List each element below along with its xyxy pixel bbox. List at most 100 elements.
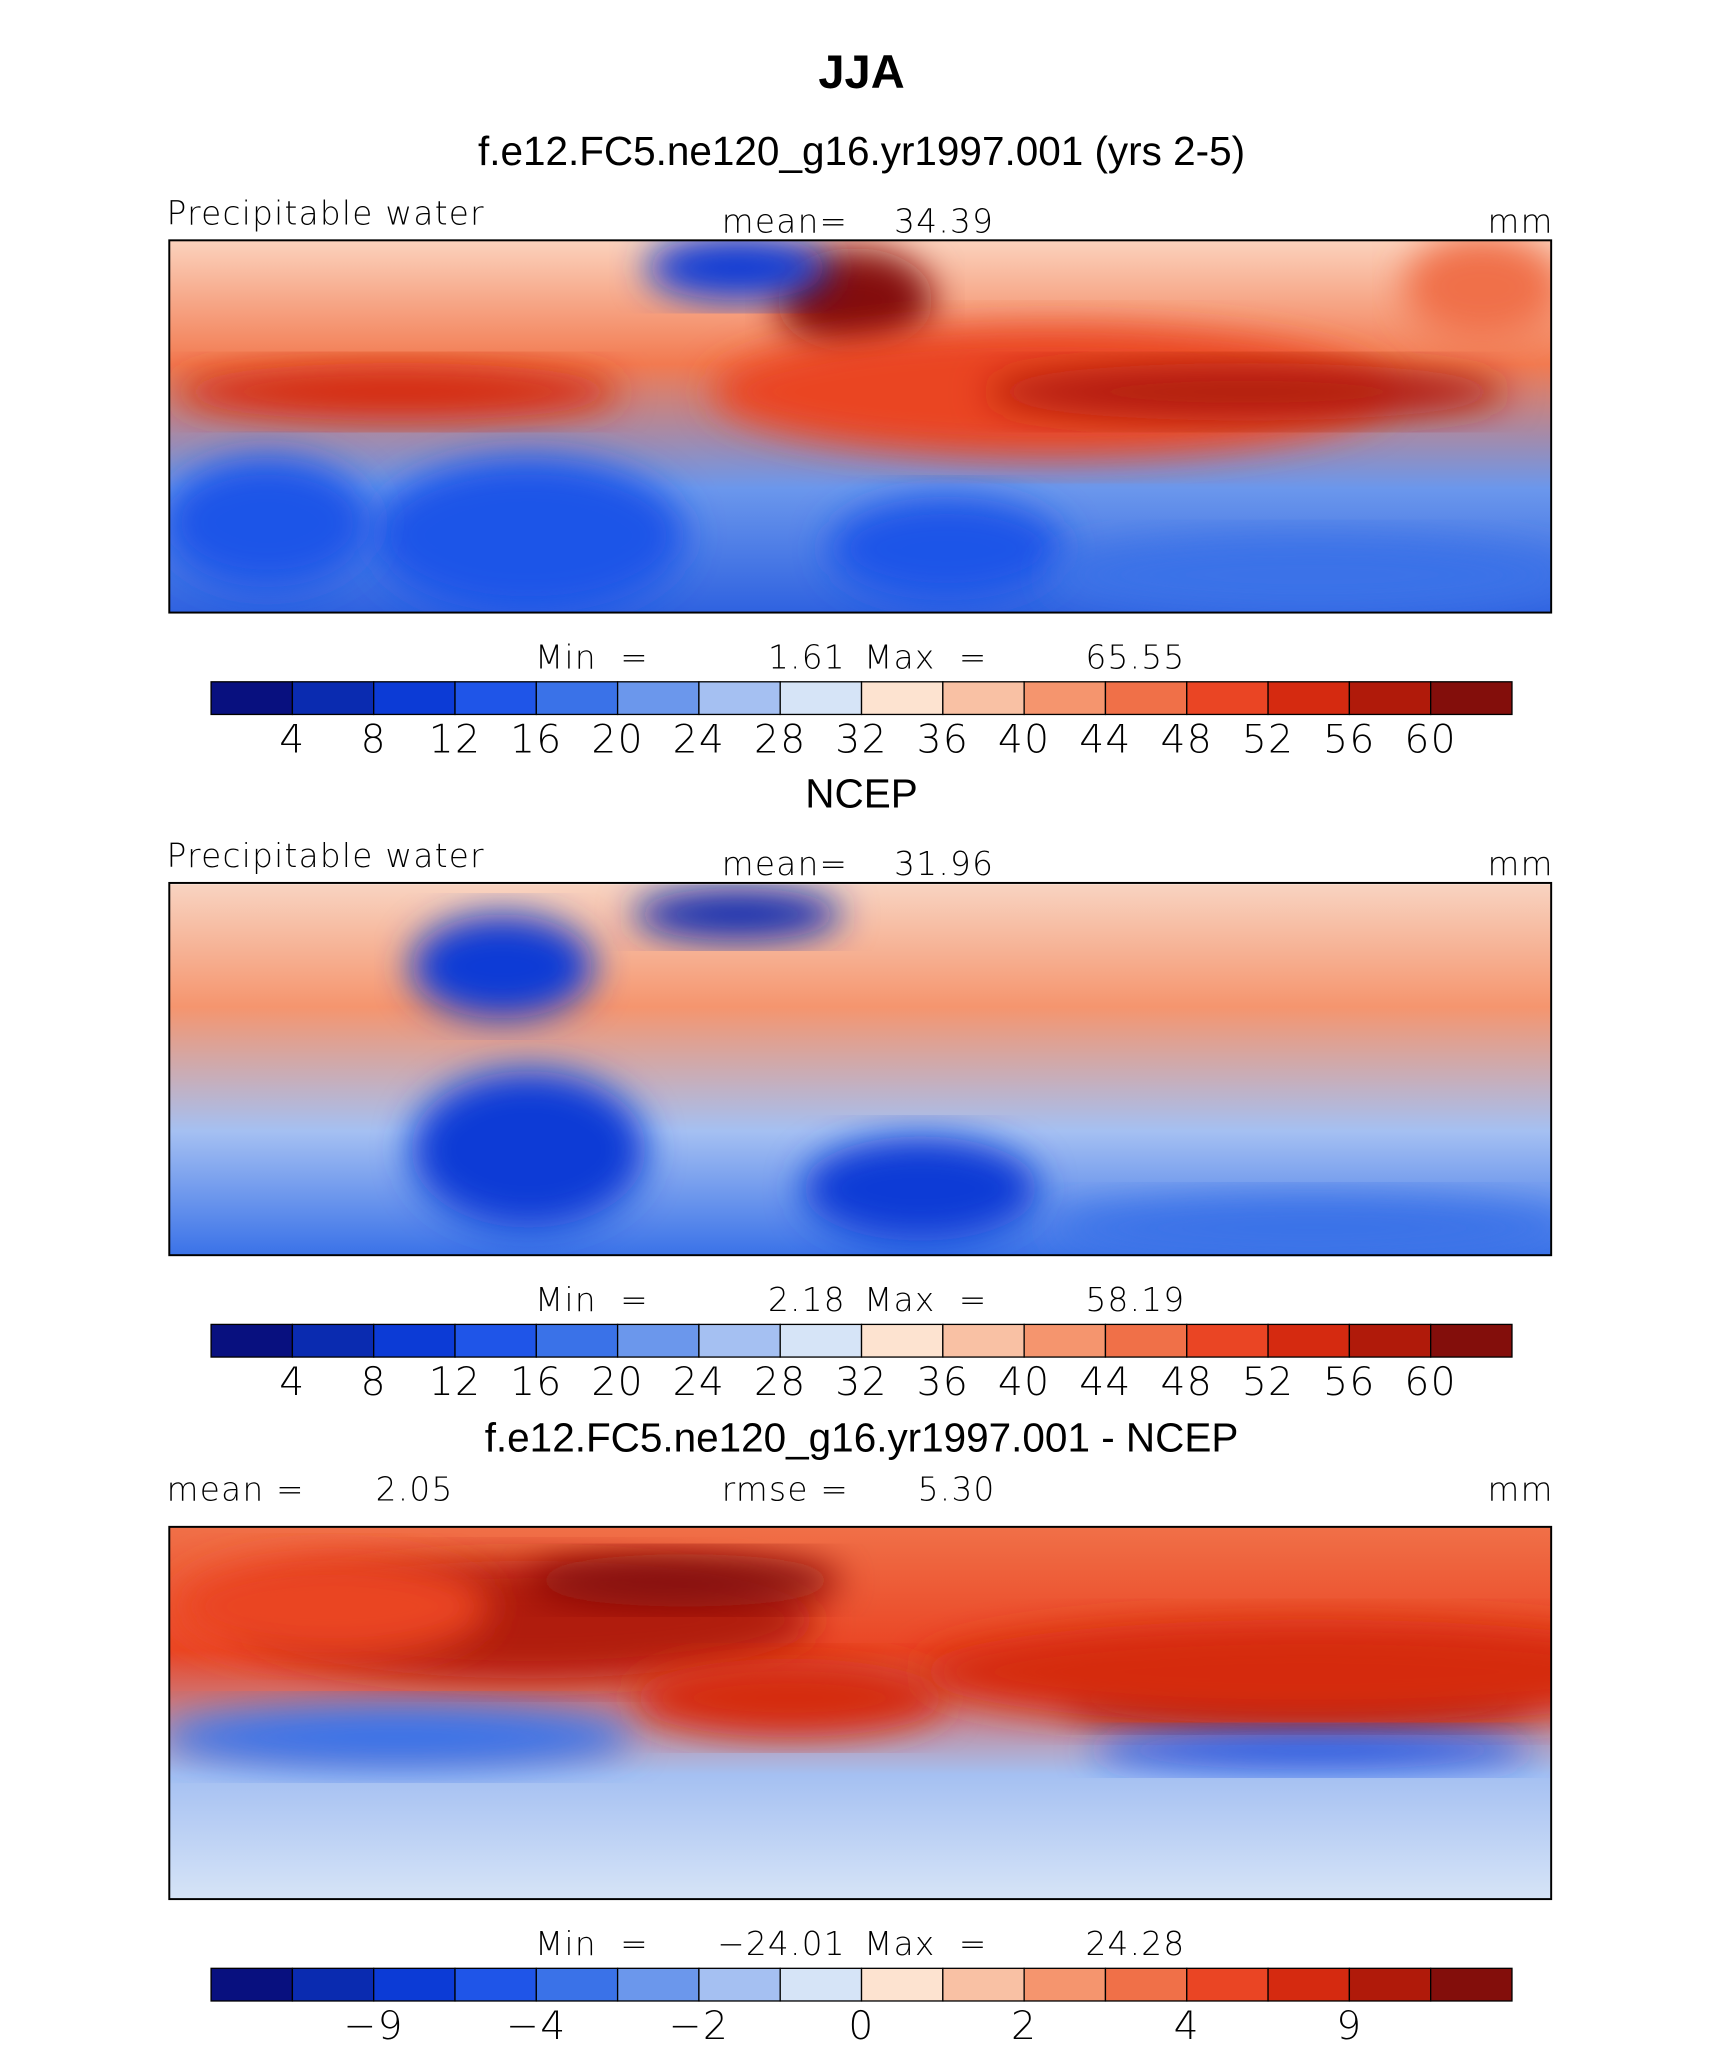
map-blob (646, 240, 829, 301)
colorbar-box (210, 681, 294, 716)
colorbar-label: 56 (1323, 717, 1375, 762)
center-label: rmse = (722, 1471, 849, 1509)
units: mm (1488, 202, 1554, 240)
colorbar-label: 40 (998, 717, 1050, 762)
min-value: −24.01 (717, 1925, 846, 1963)
panel-title: f.e12.FC5.ne120_g16.yr1997.001 - NCEP (485, 1414, 1239, 1460)
colorbar-box (291, 681, 375, 716)
min-value: 2.18 (768, 1281, 846, 1319)
colorbar-box (698, 1323, 781, 1358)
colorbar-box (535, 681, 619, 716)
max-label: Max = (864, 1281, 987, 1319)
colorbar-label: 28 (754, 1360, 806, 1405)
map-blob (175, 363, 620, 421)
colorbar-box (291, 1967, 375, 2002)
colorbar-label: 40 (998, 1360, 1050, 1405)
colorbar-box (454, 1967, 537, 2002)
left-label: Precipitable water (167, 195, 485, 233)
colorbar-box (1348, 1967, 1432, 2002)
colorbar-label: 20 (591, 1360, 643, 1405)
left-label: mean = (167, 1471, 305, 1509)
map-blob (1090, 1730, 1535, 1770)
colorbar-label: −2 (669, 2004, 729, 2048)
max-label: Max = (864, 1925, 987, 1963)
colorbar-label: 2 (1011, 2004, 1037, 2048)
map-blob (175, 1554, 490, 1659)
colorbar-label: 4 (279, 1360, 305, 1405)
colorbar-label: 56 (1323, 1360, 1375, 1405)
colorbar-label: 20 (591, 717, 643, 762)
colorbar-box (698, 681, 781, 716)
colorbar-label: 0 (848, 2004, 874, 2048)
colorbar-box (860, 681, 944, 716)
figure-title: JJA (818, 45, 904, 98)
colorbar-label: 48 (1161, 717, 1213, 762)
colorbar-label: 44 (1079, 717, 1131, 762)
map-frame (168, 239, 1553, 614)
colorbar-label: 24 (673, 717, 725, 762)
colorbar-box (1023, 1967, 1107, 2002)
map-blob (410, 1071, 647, 1228)
map-blob (802, 1136, 1038, 1241)
max-value: 65.55 (1085, 639, 1185, 677)
colorbar-box (1104, 681, 1188, 716)
map (169, 884, 1552, 1257)
colorbar-box (373, 1967, 456, 2002)
colorbar-label: 60 (1404, 1360, 1456, 1405)
map-blob (371, 457, 686, 613)
colorbar-box (698, 1967, 781, 2002)
map-blob (1050, 535, 1552, 613)
colorbar-label: 16 (510, 717, 562, 762)
colorbar-box (454, 681, 537, 716)
colorbar-box (1023, 1323, 1107, 1358)
colorbar-box (1348, 1323, 1432, 1358)
colorbar-label: 24 (673, 1360, 725, 1405)
map-blob (410, 914, 594, 1019)
colorbar-label: −4 (506, 2004, 566, 2048)
colorbar-box (1267, 681, 1351, 716)
map-blob (1403, 240, 1552, 340)
colorbar-box (1104, 1967, 1188, 2002)
panel-title: f.e12.FC5.ne120_g16.yr1997.001 (yrs 2-5) (478, 128, 1245, 174)
colorbar-label: 9 (1336, 2004, 1362, 2048)
colorbar-label: 36 (917, 1360, 969, 1405)
colorbar-box (1104, 1323, 1188, 1358)
center-value: 5.30 (918, 1471, 996, 1509)
colorbar-box (616, 681, 700, 716)
map-frame (168, 1525, 1553, 1901)
min-label: Min = (535, 639, 649, 677)
colorbar-label: 12 (429, 1360, 481, 1405)
colorbar-label: 8 (361, 1360, 387, 1405)
center-value: 34.39 (894, 202, 994, 240)
colorbar-label: 60 (1404, 717, 1456, 762)
colorbar-label: 52 (1242, 717, 1294, 762)
max-value: 58.19 (1085, 1281, 1185, 1319)
colorbar-box (1023, 681, 1107, 716)
max-label: Max = (864, 639, 987, 677)
units: mm (1488, 845, 1554, 883)
colorbar-box (454, 1323, 537, 1358)
map-blob (920, 1619, 1552, 1725)
units: mm (1488, 1471, 1554, 1509)
colorbar-box (779, 1967, 863, 2002)
map-blob (632, 888, 842, 941)
colorbar-box (1267, 1323, 1351, 1358)
colorbar-box (1267, 1967, 1351, 2002)
center-value: 31.96 (894, 845, 994, 883)
map-blob (169, 1704, 633, 1770)
colorbar-box (616, 1323, 700, 1358)
panel-title: NCEP (805, 770, 917, 816)
colorbar-box (373, 681, 456, 716)
map-blob (528, 1554, 842, 1607)
center-label: mean= (722, 845, 848, 883)
colorbar-box (860, 1323, 944, 1358)
map-blob (169, 457, 372, 588)
colorbar-box (779, 681, 863, 716)
map-blob (985, 363, 1509, 421)
max-value: 24.28 (1085, 1925, 1185, 1963)
colorbar-label: 28 (754, 717, 806, 762)
min-label: Min = (535, 1281, 649, 1319)
colorbar-box (1430, 1967, 1513, 2002)
